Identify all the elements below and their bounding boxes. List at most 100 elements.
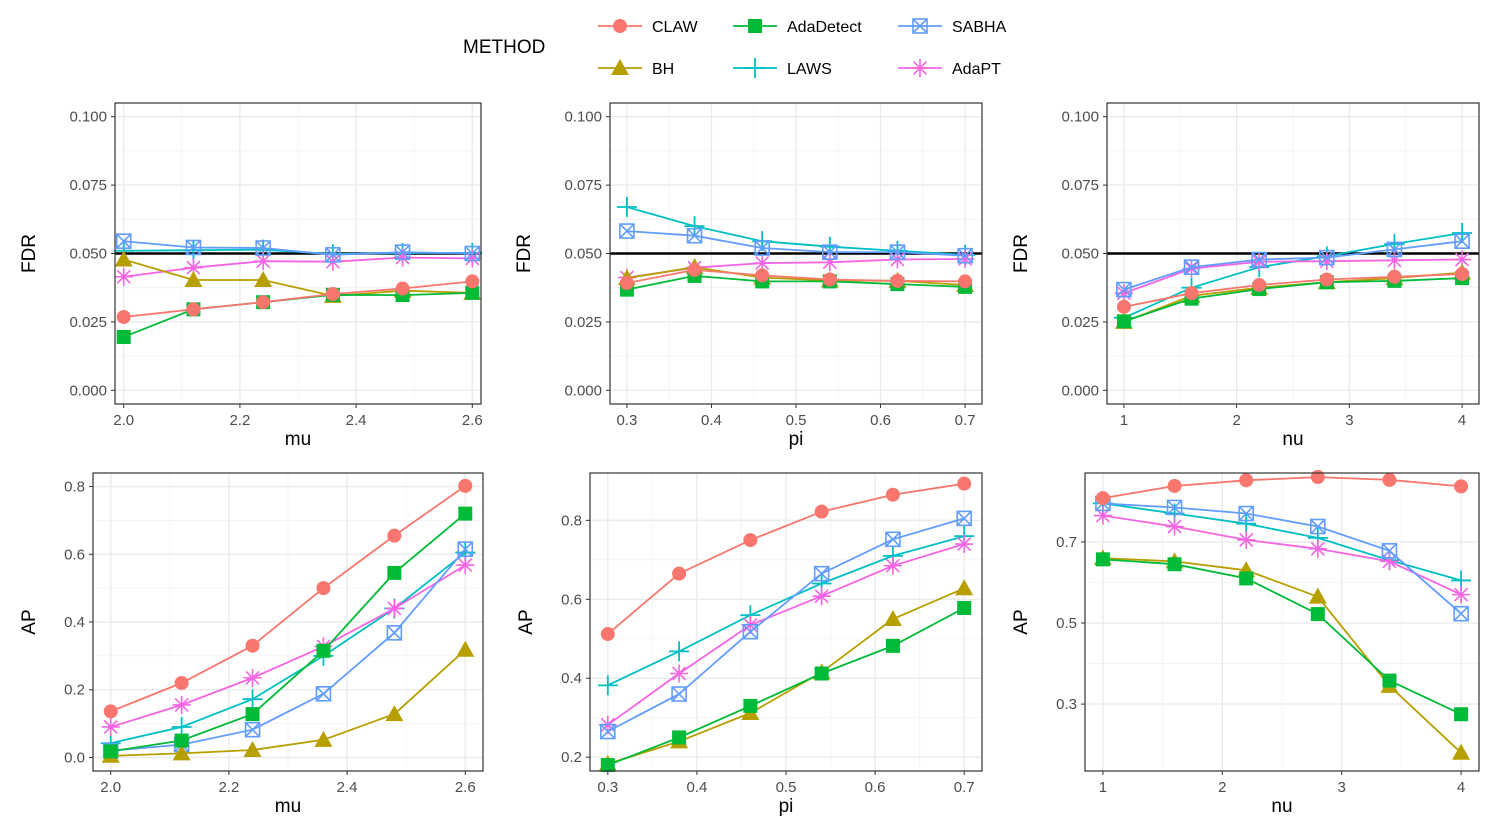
point-adadetect-5 [387, 565, 402, 580]
major-grid [1085, 473, 1479, 771]
series-line-sabha [1123, 240, 1463, 291]
y-axis-title: FDR [19, 234, 40, 273]
legend-label-adadetect: AdaDetect [787, 19, 862, 36]
series-line-adadetect [1102, 558, 1462, 716]
point-adadetect-3 [245, 707, 260, 722]
legend-title: METHOD [463, 37, 545, 58]
point-adapt-3 [1237, 530, 1256, 549]
point-claw-2 [1184, 286, 1199, 301]
point-bh-4 [1308, 587, 1327, 604]
y-tick-label: 0.8 [64, 479, 85, 496]
y-tick-label: 0.075 [564, 177, 602, 194]
series-line-sabha [110, 548, 466, 752]
point-claw-2 [186, 302, 201, 317]
x-tick-label: 0.4 [686, 779, 707, 796]
series-adadetect [1095, 552, 1469, 722]
point-adapt-3 [243, 668, 262, 687]
point-sabha-6 [1454, 233, 1470, 249]
y-tick-label: 0.050 [69, 246, 107, 263]
point-adapt-5 [1380, 552, 1399, 571]
y-axis-title: AP [516, 609, 537, 634]
series-adapt [1114, 250, 1472, 303]
point-sabha-4 [325, 247, 341, 263]
point-claw-5 [1382, 472, 1397, 487]
series-line-adapt [1102, 514, 1462, 596]
point-bh-3 [243, 741, 262, 758]
series-line-claw [626, 268, 966, 284]
legend: METHOD CLAW AdaDetect SABHA BH LAWS AdaPT [463, 18, 1007, 78]
series-claw [1095, 470, 1469, 506]
point-laws-3 [1236, 513, 1257, 534]
point-bh-6 [1452, 743, 1471, 760]
y-axis-title: AP [19, 609, 40, 634]
point-sabha-1 [600, 723, 616, 740]
series-line-claw [1123, 273, 1463, 308]
series-line-bh [110, 649, 466, 757]
panel-2: 0.000 0.025 0.050 0.075 0.100 0.3 0.4 0.5 0.6 0.7… [514, 102, 983, 450]
point-claw-4 [1310, 470, 1325, 485]
point-adapt-6 [456, 556, 475, 575]
legend-marker-laws [745, 58, 765, 78]
series-line-adapt [1123, 258, 1463, 295]
point-claw-5 [885, 487, 900, 502]
point-adadetect-6 [957, 600, 972, 615]
point-bh-5 [883, 610, 902, 627]
series-line-laws [626, 206, 966, 256]
point-adadetect-6 [465, 285, 480, 300]
legend-marker-claw [613, 19, 627, 33]
x-axis-title: pi [779, 796, 794, 817]
point-bh-3 [254, 271, 273, 288]
legend-marker-bh [611, 59, 629, 75]
x-tick-label: 0.7 [955, 412, 976, 429]
point-adadetect-6 [1454, 707, 1469, 722]
series-line-bh [1102, 557, 1462, 754]
point-claw-6 [465, 274, 480, 289]
series-claw [116, 274, 480, 324]
point-adapt-5 [393, 248, 412, 267]
x-tick-label: 2.0 [100, 779, 121, 796]
point-sabha-3 [742, 623, 759, 640]
point-claw-4 [1319, 272, 1334, 287]
point-claw-1 [600, 627, 615, 642]
x-tick-label: 0.7 [954, 779, 975, 796]
x-axis-title: nu [1271, 796, 1292, 817]
legend-label-laws: LAWS [787, 61, 832, 78]
legend-item-claw: CLAW [598, 19, 699, 36]
point-sabha-5 [1381, 543, 1398, 559]
series-adadetect [600, 600, 972, 773]
point-adadetect-4 [814, 666, 829, 681]
series-sabha [1116, 233, 1470, 298]
y-tick-label: 0.000 [1061, 382, 1099, 399]
y-tick-label: 0.4 [561, 670, 582, 687]
panel-6: 0.3 0.5 0.7 1 2 3 4 nu AP [1011, 470, 1480, 817]
point-adadetect-1 [116, 329, 131, 344]
y-tick-label: 0.3 [1056, 696, 1077, 713]
point-adapt-2 [670, 664, 689, 683]
point-laws-1 [597, 675, 618, 696]
point-adapt-4 [820, 253, 839, 272]
series-line-sabha [1102, 502, 1462, 615]
series-line-sabha [123, 240, 473, 256]
legend-item-laws: LAWS [733, 58, 832, 78]
series-line-laws [110, 551, 466, 745]
x-tick-label: 1 [1099, 779, 1107, 796]
x-tick-label: 2.6 [455, 779, 476, 796]
point-sabha-5 [885, 531, 901, 548]
panel-3: 0.000 0.025 0.050 0.075 0.100 1 2 3 4 nu FDR [1011, 102, 1480, 450]
series-sabha [1095, 495, 1469, 622]
point-bh-5 [385, 705, 404, 722]
point-adapt-5 [385, 599, 404, 618]
series-line-adadetect [1123, 277, 1463, 323]
point-adapt-1 [1093, 506, 1112, 525]
x-tick-label: 4 [1457, 779, 1465, 796]
point-sabha-5 [386, 625, 403, 641]
point-sabha-4 [1319, 249, 1335, 266]
series-line-laws [1102, 502, 1462, 582]
point-adadetect-1 [600, 758, 615, 773]
y-tick-label: 0.4 [64, 614, 85, 631]
y-tick-label: 0.2 [64, 682, 85, 699]
series-line-adadetect [626, 274, 966, 291]
point-claw-3 [256, 295, 271, 310]
point-adadetect-1 [103, 744, 118, 759]
point-claw-4 [822, 272, 837, 287]
